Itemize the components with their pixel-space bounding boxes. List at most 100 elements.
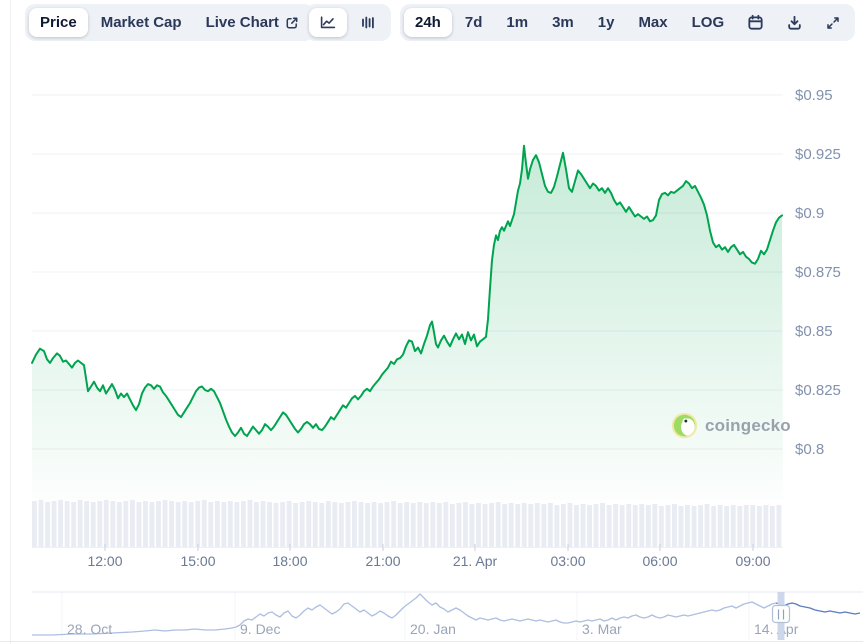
x-tick-label: 12:00: [87, 553, 122, 569]
date-range-picker-button[interactable]: [737, 8, 774, 37]
volume-bar: [71, 502, 77, 547]
volume-bar: [717, 505, 723, 547]
x-tick-label: 09:00: [735, 553, 770, 569]
range-max[interactable]: Max: [627, 8, 678, 37]
volume-bar: [769, 506, 775, 547]
nav-unselected-mask: [32, 592, 776, 640]
nav-date-label: 14. Apr: [754, 621, 799, 637]
tab-live-chart[interactable]: Live Chart: [195, 8, 310, 37]
volume-bar: [182, 501, 188, 547]
price-line-series: [31, 144, 783, 437]
navigator-track[interactable]: [32, 592, 863, 640]
range-7d[interactable]: 7d: [454, 8, 494, 37]
x-tick-label: 03:00: [550, 553, 585, 569]
volume-bar: [58, 500, 63, 547]
fullscreen-expand-button[interactable]: [815, 8, 851, 37]
volume-bar: [227, 501, 233, 547]
x-tick-label: 21:00: [365, 553, 400, 569]
volume-bar: [371, 502, 377, 547]
volume-bar: [123, 501, 129, 547]
y-tick-label: $0.925: [795, 146, 841, 163]
volume-bar: [417, 502, 423, 547]
download-chart-button[interactable]: [776, 8, 813, 37]
range-24h[interactable]: 24h: [404, 8, 452, 37]
volume-bar: [652, 504, 658, 547]
volume-bar: [528, 504, 534, 547]
volume-bar: [130, 500, 135, 547]
nav-range-handle[interactable]: [771, 592, 791, 640]
volume-bar: [600, 503, 605, 547]
volume-bar: [358, 502, 364, 547]
range-24h-label: 24h: [415, 14, 441, 31]
volume-bar: [534, 503, 540, 547]
volume-bar: [51, 501, 57, 547]
expand-icon: [825, 15, 841, 31]
volume-bar: [221, 502, 227, 547]
tab-price[interactable]: Price: [29, 8, 88, 37]
line-chart-icon: [319, 15, 337, 30]
tab-market-cap[interactable]: Market Cap: [90, 8, 193, 37]
range-1m[interactable]: 1m: [495, 8, 539, 37]
range-1y[interactable]: 1y: [587, 8, 626, 37]
line-chart-type-button[interactable]: [309, 8, 347, 37]
volume-bar: [521, 503, 527, 547]
volume-bar: [554, 505, 560, 547]
price-chart-plot-area[interactable]: [32, 60, 783, 548]
candlestick-chart-icon: [359, 15, 377, 30]
volume-bar: [273, 503, 279, 547]
volume-bar: [254, 502, 259, 547]
y-tick-label: $0.825: [795, 382, 841, 399]
volume-bar: [567, 503, 573, 547]
volume-bar: [84, 501, 90, 547]
y-tick-label: $0.85: [795, 323, 833, 340]
x-tick-label: 06:00: [642, 553, 677, 569]
volume-bar: [312, 502, 318, 547]
volume-bar: [32, 501, 37, 547]
range-max-label: Max: [638, 14, 668, 31]
volume-bar: [724, 506, 730, 547]
candlestick-chart-type-button[interactable]: [349, 8, 387, 37]
volume-bar: [691, 506, 697, 547]
volume-bar: [632, 505, 638, 547]
volume-bar: [639, 504, 645, 547]
log-scale-toggle[interactable]: LOG: [681, 8, 736, 37]
volume-bar: [711, 506, 717, 547]
volume-bar: [188, 502, 194, 547]
price-area-fill: [32, 145, 783, 500]
volume-bar: [77, 500, 83, 547]
volume-bar: [685, 505, 690, 547]
x-tick-label: 15:00: [180, 553, 215, 569]
y-tick-label: $0.875: [795, 264, 841, 281]
volume-bar: [90, 502, 96, 547]
volume-bar: [332, 502, 338, 547]
range-3m-label: 3m: [552, 14, 574, 31]
volume-bar: [247, 500, 253, 547]
volume-bar: [286, 501, 292, 547]
x-tick-label: 18:00: [272, 553, 307, 569]
external-link-icon: [285, 16, 299, 30]
volume-bar: [97, 501, 103, 547]
y-tick-label: $0.95: [795, 87, 833, 104]
volume-bar: [143, 501, 148, 547]
calendar-icon: [747, 14, 764, 31]
volume-bar: [613, 504, 619, 547]
volume-bar: [606, 505, 612, 547]
nav-handle-grip[interactable]: [771, 604, 791, 624]
gecko-logo-icon: [671, 412, 698, 439]
volume-bar: [580, 504, 586, 547]
volume-bar: [345, 502, 351, 547]
volume-bar: [208, 502, 214, 547]
volume-bar: [456, 503, 462, 547]
range-3m[interactable]: 3m: [541, 8, 585, 37]
volume-bar: [469, 504, 475, 547]
view-tabs-group: Price Market Cap Live Chart: [25, 4, 314, 41]
x-tick-label: 21. Apr: [453, 553, 498, 569]
volume-bar: [201, 500, 207, 547]
volume-bar: [593, 504, 599, 547]
volume-bar: [430, 502, 436, 547]
volume-bar: [515, 504, 521, 547]
volume-bar: [763, 505, 769, 547]
volume-bar: [619, 505, 625, 547]
volume-bar: [750, 505, 756, 547]
